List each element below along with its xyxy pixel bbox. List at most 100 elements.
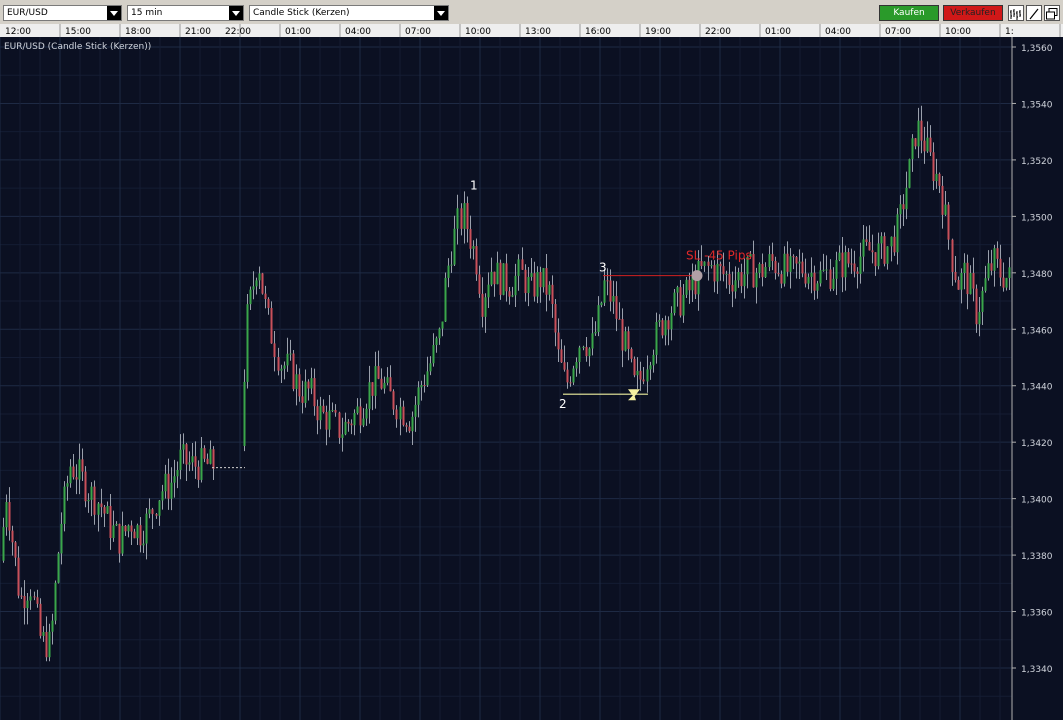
- candle-body: [252, 286, 255, 290]
- candle-body: [944, 204, 947, 215]
- candle-body: [554, 304, 557, 333]
- candle-body: [20, 595, 23, 597]
- candle-body: [597, 305, 600, 332]
- candle-body: [161, 491, 164, 501]
- candle-body: [707, 261, 710, 266]
- candle-body: [261, 273, 264, 294]
- candle-body: [755, 272, 758, 288]
- timeframe-select[interactable]: 15 min: [127, 5, 244, 21]
- candle-body: [896, 214, 899, 253]
- window-detach-icon[interactable]: [1044, 5, 1060, 21]
- candle-body: [911, 138, 914, 160]
- price-label: 1,3480: [1021, 270, 1053, 280]
- candle-body: [947, 204, 950, 240]
- candle-body: [646, 369, 649, 382]
- candle-body: [789, 256, 792, 272]
- candle-body: [121, 525, 124, 554]
- price-label: 1,3340: [1021, 665, 1053, 675]
- price-label: 1,3460: [1021, 326, 1053, 336]
- time-label: 22:00: [225, 27, 251, 37]
- candle-body: [999, 258, 1002, 278]
- candle-body: [243, 381, 246, 446]
- candle-body: [69, 466, 72, 484]
- chevron-down-icon[interactable]: [229, 6, 243, 20]
- buy-button[interactable]: Kaufen: [879, 5, 939, 21]
- candle-body: [295, 374, 298, 390]
- candle-body: [932, 152, 935, 182]
- candle-body: [655, 321, 658, 355]
- candle-body: [810, 272, 813, 277]
- candle-body: [72, 466, 75, 478]
- candle-body: [923, 140, 926, 152]
- candle-body: [426, 371, 429, 386]
- candle-body: [313, 378, 316, 407]
- candle-body: [481, 293, 484, 317]
- candle-body: [414, 404, 417, 417]
- candle-body: [963, 262, 966, 273]
- candle-body: [786, 253, 789, 272]
- candle-body: [673, 292, 676, 314]
- sell-button[interactable]: Verkaufen: [943, 5, 1003, 21]
- draw-line-icon[interactable]: [1026, 5, 1042, 21]
- candle-body: [435, 338, 438, 346]
- candle-body: [722, 266, 725, 275]
- time-label: 01:00: [285, 27, 311, 37]
- candle-body: [136, 525, 139, 539]
- candle-body: [51, 620, 54, 632]
- candle-body: [304, 381, 307, 403]
- candle-body: [764, 267, 767, 278]
- stop-loss-handle[interactable]: [691, 270, 703, 282]
- time-axis: 12:00 15:00 18:00 21:00 22:00 01:00 04:00 07:00…: [5, 24, 1061, 37]
- candle-body: [502, 263, 505, 295]
- candle-body: [48, 631, 51, 658]
- candle-body: [438, 328, 441, 339]
- trade-annotations: 1 2 3 SL -45 Pips: [212, 178, 752, 469]
- candle-body: [533, 273, 536, 297]
- candle-body: [331, 409, 334, 411]
- candle-body: [359, 406, 362, 426]
- candle-body: [981, 290, 984, 312]
- candle-body: [493, 271, 496, 285]
- candle-body: [264, 293, 267, 299]
- candle-body: [993, 248, 996, 271]
- candle-body: [255, 280, 258, 287]
- candle-body: [66, 483, 69, 487]
- candle-body: [395, 409, 398, 420]
- time-label: 1:: [1005, 27, 1014, 37]
- candle-body: [527, 276, 530, 294]
- candle-body: [996, 248, 999, 259]
- candle-body: [258, 273, 261, 281]
- chart-type-select[interactable]: Candle Stick (Kerzen): [249, 5, 449, 21]
- candle-body: [905, 187, 908, 210]
- candlestick-chart[interactable]: 12:00 15:00 18:00 21:00 22:00 01:00 04:00 07:00…: [0, 24, 1063, 720]
- chart-toolbar: EUR/USD 15 min Candle Stick (Kerzen) Kau…: [0, 0, 1063, 25]
- chevron-down-icon[interactable]: [434, 6, 448, 20]
- candle-body: [743, 274, 746, 287]
- candle-body: [734, 280, 737, 292]
- candle-body: [740, 272, 743, 287]
- candle-body: [97, 503, 100, 515]
- candle-body: [630, 348, 633, 359]
- candle-body: [130, 525, 133, 532]
- candle-body: [463, 203, 466, 229]
- candle-body: [798, 261, 801, 264]
- chevron-down-icon[interactable]: [107, 6, 121, 20]
- candle-body: [277, 356, 280, 371]
- candle-body: [819, 270, 822, 284]
- candle-body: [408, 426, 411, 432]
- candle-body: [75, 477, 78, 480]
- candle-body: [411, 416, 414, 432]
- symbol-select[interactable]: EUR/USD: [3, 5, 122, 21]
- candle-body: [978, 311, 981, 325]
- entry-marker-icon[interactable]: [628, 389, 640, 401]
- candle-body: [423, 384, 426, 386]
- candle-body: [362, 418, 365, 426]
- candle-body: [658, 320, 661, 322]
- candle-body: [899, 204, 902, 215]
- candle-body: [874, 252, 877, 267]
- bar-chart-icon[interactable]: [1008, 5, 1024, 21]
- candle-body: [383, 382, 386, 389]
- time-label: 22:00: [705, 27, 731, 37]
- marker-label-2: 2: [559, 397, 567, 411]
- candle-body: [100, 503, 103, 508]
